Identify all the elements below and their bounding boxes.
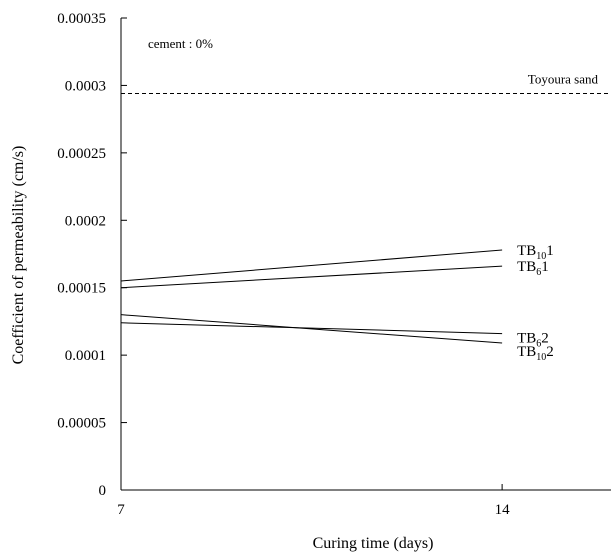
series-label-TB101: TB101 bbox=[517, 243, 554, 262]
y-axis-title: Coefficient of permeability (cm/s) bbox=[10, 146, 27, 365]
reference-line-label: Toyoura sand bbox=[528, 72, 599, 87]
series-label-suffix: 2 bbox=[541, 331, 549, 347]
axes bbox=[120, 18, 611, 491]
series-label-subscript: 10 bbox=[536, 251, 546, 262]
y-tick-label: 0.0003 bbox=[65, 78, 106, 94]
y-tick-label: 0.00035 bbox=[57, 11, 106, 27]
series-label-base: TB bbox=[517, 259, 536, 275]
x-tick-label: 7 bbox=[117, 502, 125, 518]
y-tick-label: 0.0002 bbox=[65, 213, 106, 229]
series-label-suffix: 2 bbox=[546, 344, 554, 360]
series-label-subscript: 6 bbox=[536, 339, 541, 350]
series-line-TB101 bbox=[120, 249, 503, 282]
annotation-text: cement : 0% bbox=[148, 36, 213, 51]
series-line-TB62 bbox=[120, 322, 503, 335]
series-label-base: TB bbox=[517, 331, 536, 347]
reference-line-group: Toyoura sand bbox=[121, 72, 611, 95]
y-tick-label: 0.00005 bbox=[57, 416, 106, 432]
y-tick-label: 0.00015 bbox=[57, 281, 106, 297]
series-label-TB61: TB61 bbox=[517, 259, 549, 278]
axis-ticks: 0 0.00005 0.0001 0.00015 0.0002 0.00025 0.0003… bbox=[57, 11, 510, 518]
x-tick-label: 14 bbox=[495, 502, 511, 518]
y-tick-label: 0.0001 bbox=[65, 348, 106, 364]
series-line-TB102 bbox=[120, 314, 503, 344]
y-tick-label: 0.00025 bbox=[57, 146, 106, 162]
y-tick-label: 0 bbox=[99, 483, 107, 499]
series-label-suffix: 1 bbox=[541, 259, 549, 275]
series-label-subscript: 10 bbox=[536, 352, 546, 363]
series-label-TB62: TB62 bbox=[517, 331, 549, 350]
series-label-subscript: 6 bbox=[536, 267, 541, 278]
series-label-suffix: 1 bbox=[546, 243, 554, 259]
series-label-base: TB bbox=[517, 344, 536, 360]
series-group bbox=[120, 249, 503, 344]
x-axis-title: Curing time (days) bbox=[313, 535, 434, 552]
series-label-base: TB bbox=[517, 243, 536, 259]
series-line-TB61 bbox=[120, 265, 503, 289]
series-label-TB102: TB102 bbox=[517, 344, 554, 363]
